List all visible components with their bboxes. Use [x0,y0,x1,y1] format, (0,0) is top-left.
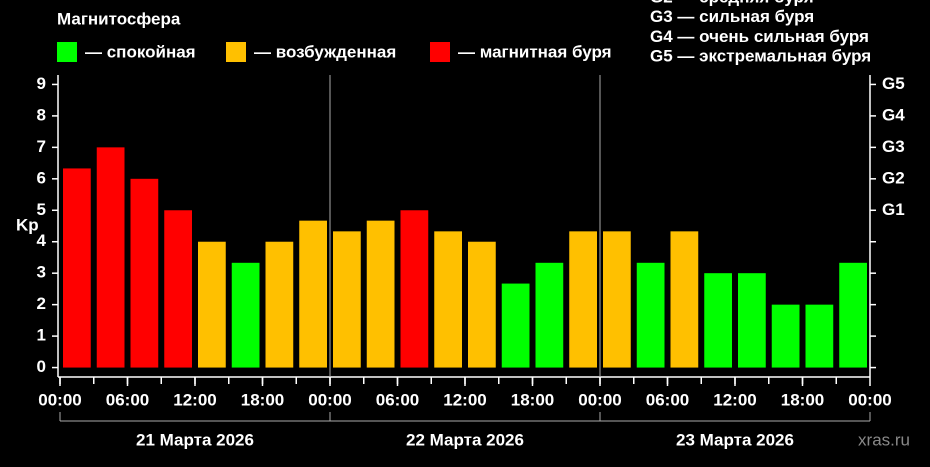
x-tick-label: 00:00 [38,390,81,409]
legend-swatch [430,42,450,62]
bar [63,168,91,368]
bar [231,262,260,368]
bar [805,304,834,368]
x-tick-label: 18:00 [781,390,824,409]
y-tick-label: 9 [37,74,46,93]
y-tick-label: 8 [37,105,46,124]
bar [468,241,496,368]
legend-swatch [57,42,77,62]
y-tick-label: 1 [37,326,46,345]
bar [636,262,665,368]
bar [164,210,192,368]
y2-tick-label: G4 [882,105,905,124]
y-tick-label: 5 [37,200,46,219]
x-tick-label: 06:00 [376,390,419,409]
bar [535,262,564,368]
y2-tick-label: G2 [882,168,905,187]
y-tick-label: 3 [37,263,46,282]
y2-tick-label: G1 [882,200,905,219]
day-label: 22 Марта 2026 [406,430,524,449]
y2-tick-label: G3 [882,137,905,156]
y-tick-label: 6 [37,168,46,187]
bar [738,273,766,368]
bar [333,231,361,368]
x-tick-label: 12:00 [443,390,486,409]
y-axis-label: Kp [16,215,39,234]
x-tick-label: 00:00 [848,390,891,409]
bar [569,231,597,368]
x-tick-label: 00:00 [578,390,621,409]
x-tick-label: 06:00 [646,390,689,409]
bar [771,304,800,368]
bar [434,231,462,368]
watermark: xras.ru [858,430,910,449]
bar [130,178,159,368]
y-tick-label: 2 [37,294,46,313]
x-tick-label: 18:00 [241,390,284,409]
bar [704,273,732,368]
bar [839,262,867,368]
x-tick-label: 12:00 [173,390,216,409]
scale-note: G5 — экстремальная буря [650,47,871,66]
bar [299,220,327,368]
scale-note: G2 — средняя буря [650,0,814,6]
x-tick-label: 12:00 [713,390,756,409]
legend-label: — спокойная [85,42,196,61]
scale-note: G4 — очень сильная буря [650,27,869,46]
y-tick-label: 7 [37,137,46,156]
legend-swatch [226,42,246,62]
bar [670,231,699,368]
bar [603,231,631,368]
bar [96,147,125,368]
y-tick-label: 0 [37,357,46,376]
chart-title: Магнитосфера [57,9,181,28]
bar [265,241,294,368]
x-tick-label: 00:00 [308,390,351,409]
x-tick-label: 06:00 [106,390,149,409]
bar [366,220,395,368]
day-label: 21 Марта 2026 [136,430,254,449]
bar [198,241,226,368]
y-tick-label: 4 [37,231,47,250]
day-label: 23 Марта 2026 [676,430,794,449]
legend-label: — магнитная буря [458,42,612,61]
x-tick-label: 18:00 [511,390,554,409]
bar [501,283,530,368]
bar [400,210,429,368]
y2-tick-label: G5 [882,74,905,93]
legend-label: — возбужденная [254,42,396,61]
scale-note: G3 — сильная буря [650,7,814,26]
